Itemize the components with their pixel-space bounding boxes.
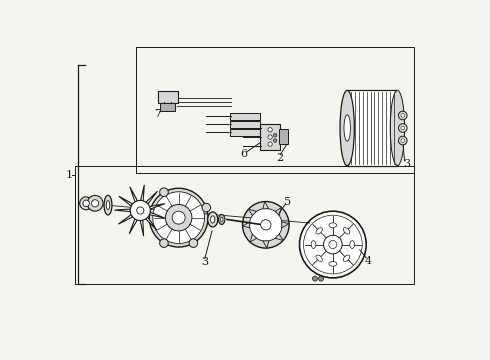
Circle shape [268,135,272,139]
Ellipse shape [329,262,337,266]
Circle shape [83,200,89,207]
Circle shape [172,211,185,224]
FancyBboxPatch shape [160,103,175,111]
Polygon shape [263,202,269,209]
Polygon shape [129,219,137,234]
Polygon shape [275,234,283,240]
Ellipse shape [211,216,215,223]
Text: 7: 7 [154,109,161,119]
Ellipse shape [220,217,223,222]
Circle shape [323,235,342,254]
Polygon shape [130,187,138,202]
Polygon shape [243,222,250,228]
Text: 1: 1 [66,170,73,180]
Circle shape [160,239,168,247]
Polygon shape [115,209,130,212]
Circle shape [92,200,98,207]
Circle shape [261,220,271,230]
Circle shape [153,192,204,243]
Circle shape [130,201,150,221]
Circle shape [299,211,366,278]
FancyBboxPatch shape [230,113,260,120]
Circle shape [268,128,272,132]
Circle shape [149,188,208,247]
Ellipse shape [343,228,350,234]
Polygon shape [146,191,157,204]
Circle shape [273,134,277,137]
Circle shape [80,197,93,210]
Circle shape [318,276,323,281]
Polygon shape [282,222,289,228]
Circle shape [401,139,405,142]
Text: 6: 6 [241,149,247,159]
Polygon shape [119,196,133,206]
FancyBboxPatch shape [230,121,260,128]
Circle shape [87,195,103,211]
Circle shape [243,202,289,248]
Circle shape [303,215,362,274]
Ellipse shape [329,223,337,228]
FancyBboxPatch shape [260,124,280,150]
Ellipse shape [316,255,322,261]
Circle shape [137,207,144,214]
Ellipse shape [311,240,316,248]
Circle shape [166,204,192,231]
Polygon shape [250,234,256,242]
Polygon shape [146,217,157,230]
Circle shape [398,124,407,132]
Ellipse shape [343,255,350,261]
Polygon shape [263,241,269,248]
Circle shape [401,126,405,130]
Ellipse shape [340,90,354,166]
Ellipse shape [344,115,350,141]
Circle shape [202,203,211,212]
FancyBboxPatch shape [230,129,260,135]
Polygon shape [141,185,145,201]
Polygon shape [149,212,165,218]
Ellipse shape [104,195,112,215]
Circle shape [160,188,168,197]
Ellipse shape [219,215,225,225]
Circle shape [313,276,318,281]
Text: 3: 3 [404,159,411,169]
Circle shape [401,114,405,117]
Text: 2: 2 [276,153,284,163]
FancyBboxPatch shape [158,91,177,103]
Text: 4: 4 [365,256,372,266]
Polygon shape [119,215,132,224]
Polygon shape [149,203,165,209]
Ellipse shape [390,90,405,166]
Ellipse shape [350,240,355,248]
Circle shape [249,208,282,241]
Circle shape [329,240,337,248]
Text: 5: 5 [284,197,291,207]
Text: 3: 3 [201,257,208,267]
Circle shape [398,111,407,120]
Circle shape [268,142,272,146]
Circle shape [189,239,197,247]
Ellipse shape [316,228,322,234]
FancyBboxPatch shape [279,130,289,144]
Polygon shape [140,220,144,236]
Ellipse shape [208,212,218,227]
Polygon shape [275,208,281,216]
Circle shape [273,139,277,142]
Polygon shape [347,90,397,166]
Circle shape [398,136,407,145]
Polygon shape [248,209,256,216]
Ellipse shape [106,201,110,210]
